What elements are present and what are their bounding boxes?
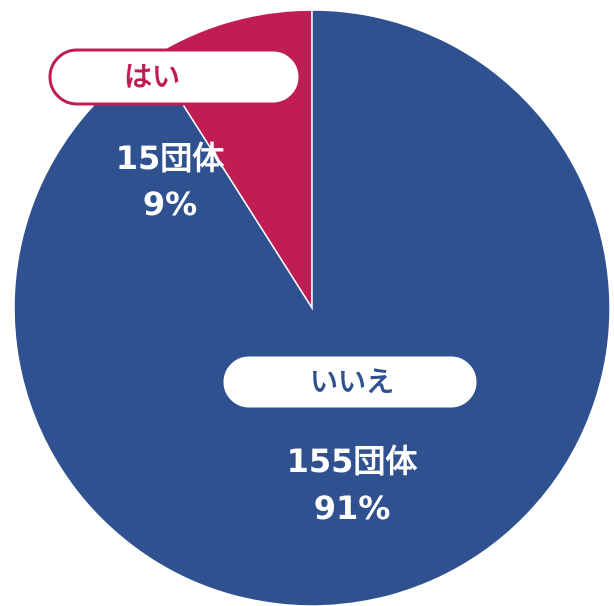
pie-slice xyxy=(13,9,611,606)
percent-label: 9% xyxy=(143,185,197,223)
count-label: 15団体 xyxy=(116,139,225,177)
count-label: 155団体 xyxy=(287,442,418,480)
percent-label: 91% xyxy=(314,489,391,527)
category-pill xyxy=(48,48,302,106)
category-pill xyxy=(220,353,480,411)
category-label: はい xyxy=(124,60,180,93)
category-label: いいえ xyxy=(310,365,394,398)
